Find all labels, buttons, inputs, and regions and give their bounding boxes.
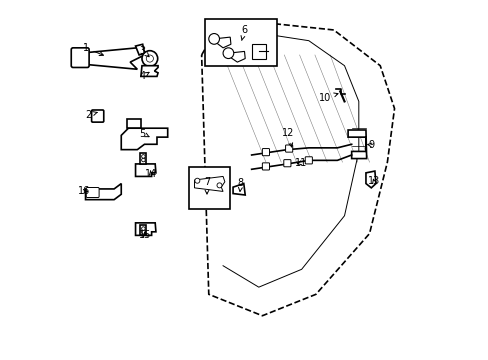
Text: 11: 11 [294, 158, 306, 168]
Text: 14: 14 [144, 168, 157, 179]
Polygon shape [140, 153, 146, 164]
Text: 12: 12 [281, 128, 294, 147]
Circle shape [223, 48, 233, 59]
FancyBboxPatch shape [285, 145, 292, 152]
FancyBboxPatch shape [283, 159, 290, 167]
Circle shape [142, 158, 145, 162]
FancyBboxPatch shape [91, 110, 103, 122]
Polygon shape [347, 130, 366, 158]
Circle shape [142, 230, 145, 234]
FancyBboxPatch shape [262, 149, 269, 156]
Polygon shape [85, 184, 121, 200]
Circle shape [142, 51, 157, 66]
Text: 8: 8 [237, 178, 244, 192]
Circle shape [208, 33, 219, 44]
Polygon shape [140, 225, 146, 235]
Circle shape [146, 55, 153, 62]
Polygon shape [365, 171, 375, 188]
Text: 4: 4 [140, 71, 149, 81]
Circle shape [142, 227, 145, 230]
FancyBboxPatch shape [305, 157, 312, 164]
Polygon shape [126, 119, 141, 128]
Bar [189, 167, 230, 208]
Text: 5: 5 [139, 129, 149, 139]
Text: 13: 13 [367, 176, 379, 186]
FancyBboxPatch shape [86, 188, 99, 198]
Text: 15: 15 [139, 230, 151, 240]
Polygon shape [194, 176, 224, 192]
Polygon shape [135, 44, 144, 55]
Polygon shape [135, 223, 156, 235]
Polygon shape [233, 184, 244, 195]
Polygon shape [135, 164, 156, 176]
Circle shape [217, 183, 222, 188]
Polygon shape [214, 37, 230, 48]
Polygon shape [121, 128, 167, 150]
Text: 1: 1 [82, 43, 103, 55]
Polygon shape [141, 66, 158, 76]
Text: 16: 16 [78, 186, 90, 197]
FancyBboxPatch shape [262, 163, 269, 170]
Text: 10: 10 [318, 93, 337, 103]
FancyBboxPatch shape [71, 48, 89, 67]
Text: 6: 6 [241, 25, 247, 40]
Circle shape [142, 155, 145, 158]
Text: 3: 3 [140, 46, 149, 57]
Polygon shape [251, 44, 265, 59]
Bar [205, 19, 276, 66]
Polygon shape [228, 51, 244, 62]
Text: 2: 2 [85, 110, 97, 120]
Circle shape [194, 178, 200, 183]
Polygon shape [80, 48, 144, 69]
Text: 9: 9 [367, 140, 374, 150]
Text: 7: 7 [203, 177, 210, 194]
